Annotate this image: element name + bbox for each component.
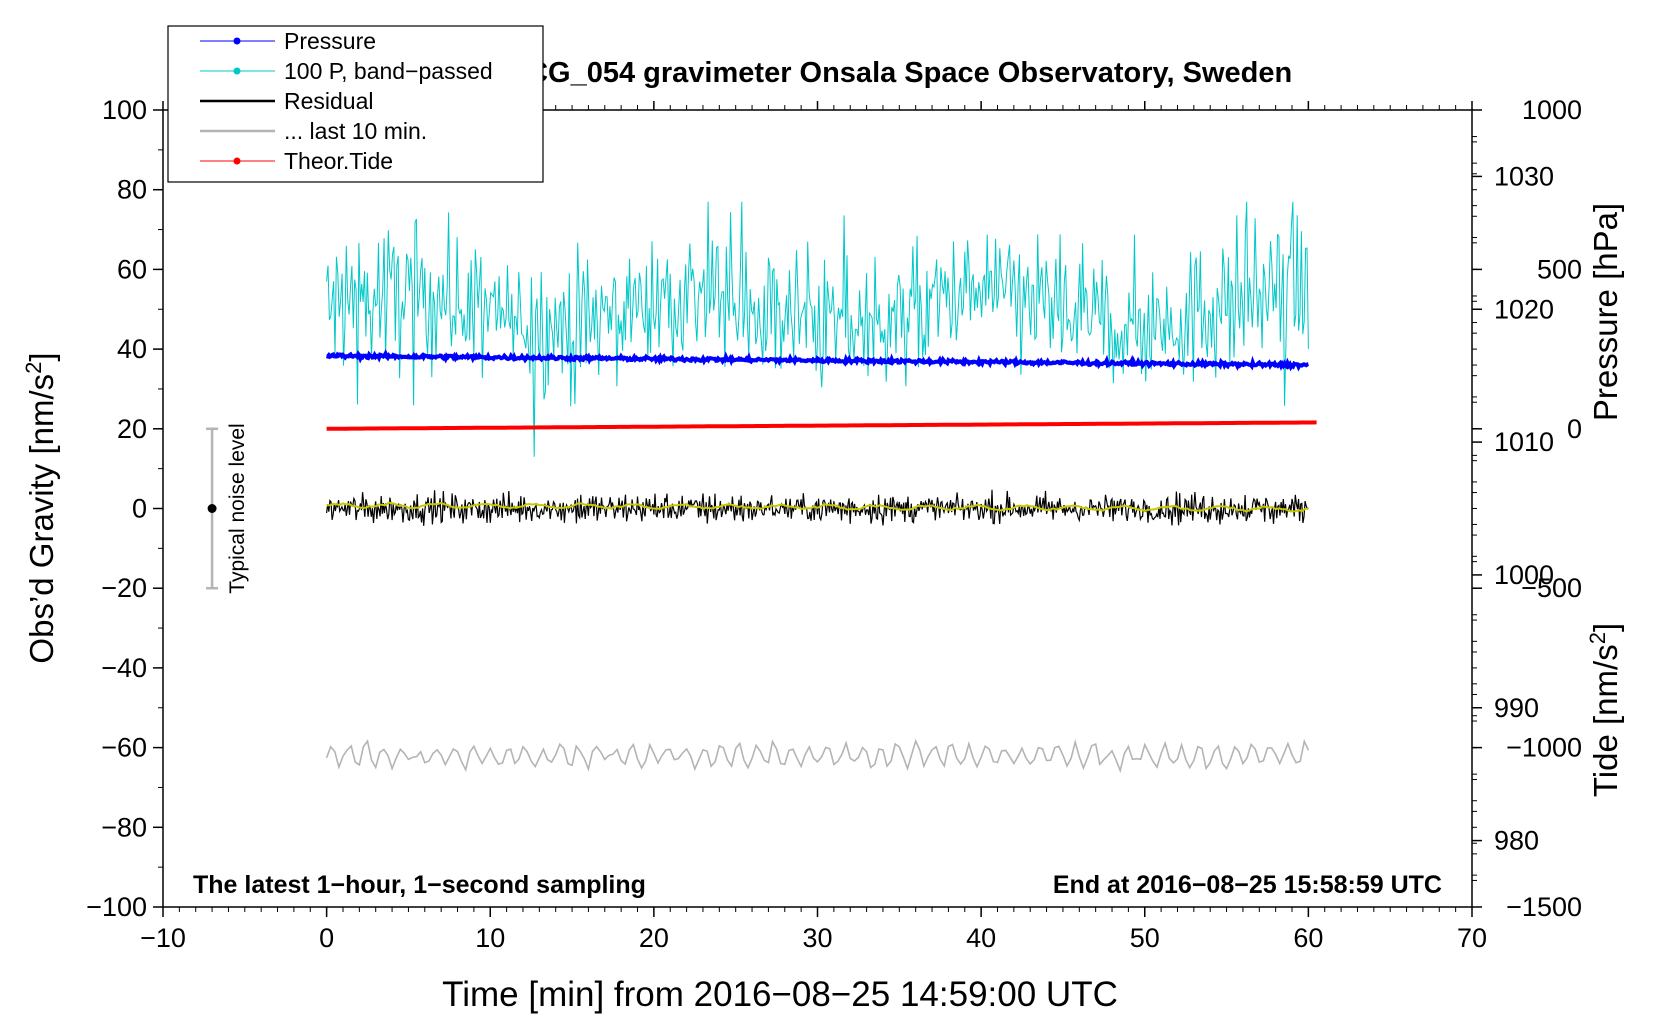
- pressure-tick-label: 980: [1494, 826, 1539, 856]
- pressure-axis: 980 990 1000 1010 1020 1030: [1472, 109, 1554, 908]
- y-tick-label: −80: [101, 812, 147, 842]
- legend: Pressure 100 P, band−passed Residual ... la…: [167, 25, 544, 183]
- tide-tick-label: 500: [1537, 254, 1582, 284]
- x-tick-label: 70: [1457, 923, 1487, 953]
- series-tide-line: [326, 420, 1317, 431]
- x-tick-label: 0: [319, 923, 334, 953]
- annotation-sampling: The latest 1−hour, 1−second sampling: [193, 871, 646, 899]
- axes-layer: −10 0 10 20 30 40 50 60 70−100−80−60−40−20020406…: [86, 95, 1487, 953]
- tide-axis: −1500 −1000 −500 0 500 1000: [1472, 95, 1582, 922]
- legend-label: 100 P, band−passed: [284, 58, 493, 84]
- series-band-passed-line: [326, 201, 1309, 457]
- tide-tick-label: 0: [1567, 414, 1582, 444]
- series-layer: [325, 201, 1317, 774]
- y-tick-label: 20: [117, 414, 147, 444]
- pressure-tick-label: 1030: [1494, 161, 1554, 191]
- legend-swatch-marker: [233, 157, 241, 165]
- pressure-tick-label: 990: [1494, 693, 1539, 723]
- y-tick-label: −60: [101, 733, 147, 763]
- x-tick-label: 40: [966, 923, 996, 953]
- y-axis-label-gravity: Obs’d Gravity [nm/s2]: [21, 352, 60, 663]
- noise-bar-center-dot: [207, 504, 217, 513]
- legend-swatch-marker: [233, 67, 241, 75]
- y-tick-label: 60: [117, 254, 147, 284]
- legend-swatch-marker: [233, 37, 241, 45]
- y-tick-label: −100: [86, 892, 147, 922]
- legend-box: [167, 25, 544, 183]
- legend-label: Theor.Tide: [284, 148, 393, 174]
- tide-tick-label: −1000: [1506, 733, 1582, 763]
- x-tick-label: 10: [475, 923, 505, 953]
- tide-tick-label: −1500: [1506, 892, 1582, 922]
- legend-label: Pressure: [284, 28, 376, 54]
- y-tick-label: 0: [132, 494, 147, 524]
- tide-tick-label: −500: [1521, 573, 1582, 603]
- x-tick-label: 20: [639, 923, 669, 953]
- y-axis-label-pressure: Pressure [hPa]: [1587, 203, 1624, 421]
- noise-bar: Typical noise level: [206, 423, 249, 594]
- x-tick-label: 50: [1130, 923, 1160, 953]
- y-tick-label: 80: [117, 175, 147, 205]
- noise-bar-label: Typical noise level: [226, 423, 249, 593]
- y-tick-label: −40: [101, 653, 147, 683]
- legend-label: Residual: [284, 88, 374, 114]
- y-axis-label-tide: Tide [nm/s2]: [1585, 623, 1624, 797]
- series-residual-smoothed-line: [326, 501, 1309, 513]
- pressure-tick-label: 1020: [1494, 294, 1554, 324]
- x-tick-label: −10: [140, 923, 186, 953]
- series-pressure-line: [325, 348, 1309, 372]
- y-tick-label: 40: [117, 334, 147, 364]
- chart-title: SCG_054 gravimeter Onsala Space Observat…: [508, 57, 1292, 89]
- pressure-tick-label: 1010: [1494, 427, 1554, 457]
- x-tick-label: 60: [1293, 923, 1323, 953]
- y-tick-label: 100: [102, 95, 147, 125]
- tide-tick-label: 1000: [1522, 95, 1582, 125]
- x-tick-label: 30: [802, 923, 832, 953]
- annotation-end-time: End at 2016−08−25 15:58:59 UTC: [1053, 871, 1442, 899]
- pressure-tick-label: 1000: [1494, 560, 1554, 590]
- legend-label: ... last 10 min.: [284, 118, 427, 144]
- series-residual-line: [326, 489, 1309, 526]
- y-tick-label: −20: [101, 573, 147, 603]
- x-axis-label: Time [min] from 2016−08−25 14:59:00 UTC: [442, 975, 1118, 1014]
- series-last-10-min-line: [325, 738, 1310, 774]
